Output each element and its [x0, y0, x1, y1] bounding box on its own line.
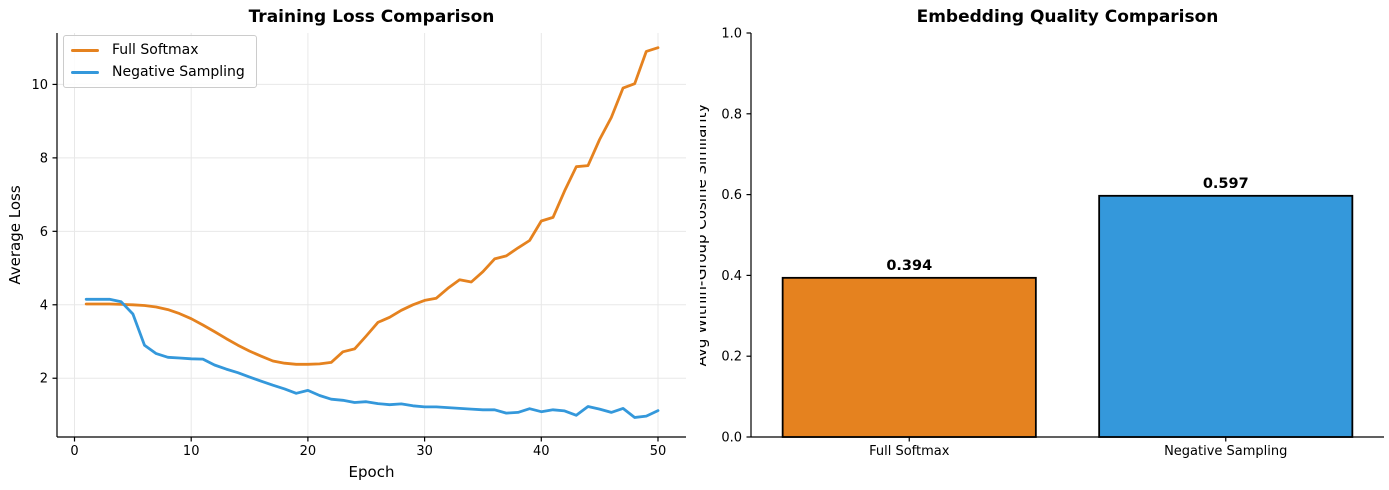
embedding-chart-tick-labels: 0.0 0.2 0.4 0.6 0.8 1.0 0.394 Full Softmax 0.597…: [721, 27, 1287, 460]
x-tick-label: 10: [183, 444, 200, 459]
y-tick-label: 8: [40, 151, 48, 166]
embedding-chart: 0.0 0.2 0.4 0.6 0.8 1.0 0.394 Full Softmax 0.597…: [700, 7, 1384, 460]
y-tick-label: 10: [31, 78, 48, 93]
loss-chart-axes: [52, 33, 686, 442]
embedding-chart-bars: [781, 194, 1354, 438]
loss-chart-ylabel: Average Loss: [6, 185, 24, 284]
x-tick-label: 20: [300, 444, 317, 459]
full-softmax-line-swatch: [71, 48, 99, 53]
bar-value-label: 0.394: [886, 258, 932, 274]
loss-chart-gridlines: [57, 33, 686, 437]
y-tick-label: 0.4: [721, 269, 742, 284]
loss-chart-xlabel: Epoch: [349, 463, 395, 481]
loss-chart-series: [84, 46, 660, 419]
y-tick-label: 1.0: [721, 27, 742, 42]
bar-value-label: 0.597: [1203, 176, 1249, 192]
y-tick-label: 0.8: [721, 107, 742, 122]
x-tick-label: 50: [650, 444, 667, 459]
bar-negative-sampling: [1098, 194, 1354, 438]
legend-label: Negative Sampling: [112, 64, 245, 80]
legend-item-full-softmax: Full Softmax: [71, 42, 245, 59]
x-tick-label: 40: [533, 444, 550, 459]
legend-item-negative-sampling: Negative Sampling: [71, 64, 245, 81]
loss-chart-tick-labels: 0 10 20 30 40 50 2 4 6 8 10: [31, 78, 666, 459]
legend: Full Softmax Negative Sampling: [63, 35, 257, 88]
x-tick-label: 0: [70, 444, 78, 459]
line-series-negative-sampling: [84, 297, 660, 419]
negative-sampling-line-swatch: [71, 70, 99, 75]
y-tick-label: 2: [40, 372, 48, 387]
y-tick-label: 6: [40, 225, 48, 240]
x-category-label: Negative Sampling: [1164, 444, 1287, 459]
line-series-full-softmax: [84, 46, 660, 366]
y-tick-label: 0.6: [721, 188, 742, 203]
loss-chart-title: Training Loss Comparison: [249, 7, 495, 27]
y-tick-label: 4: [40, 298, 48, 313]
x-tick-label: 30: [416, 444, 433, 459]
bar-full-softmax: [781, 276, 1037, 438]
embedding-chart-ylabel: Avg Within-Group Cosine Similarity: [700, 104, 710, 367]
x-category-label: Full Softmax: [869, 444, 950, 459]
y-tick-label: 0.0: [721, 431, 742, 446]
embedding-chart-title: Embedding Quality Comparison: [917, 7, 1219, 27]
legend-label: Full Softmax: [112, 42, 199, 58]
y-tick-label: 0.2: [721, 350, 742, 365]
